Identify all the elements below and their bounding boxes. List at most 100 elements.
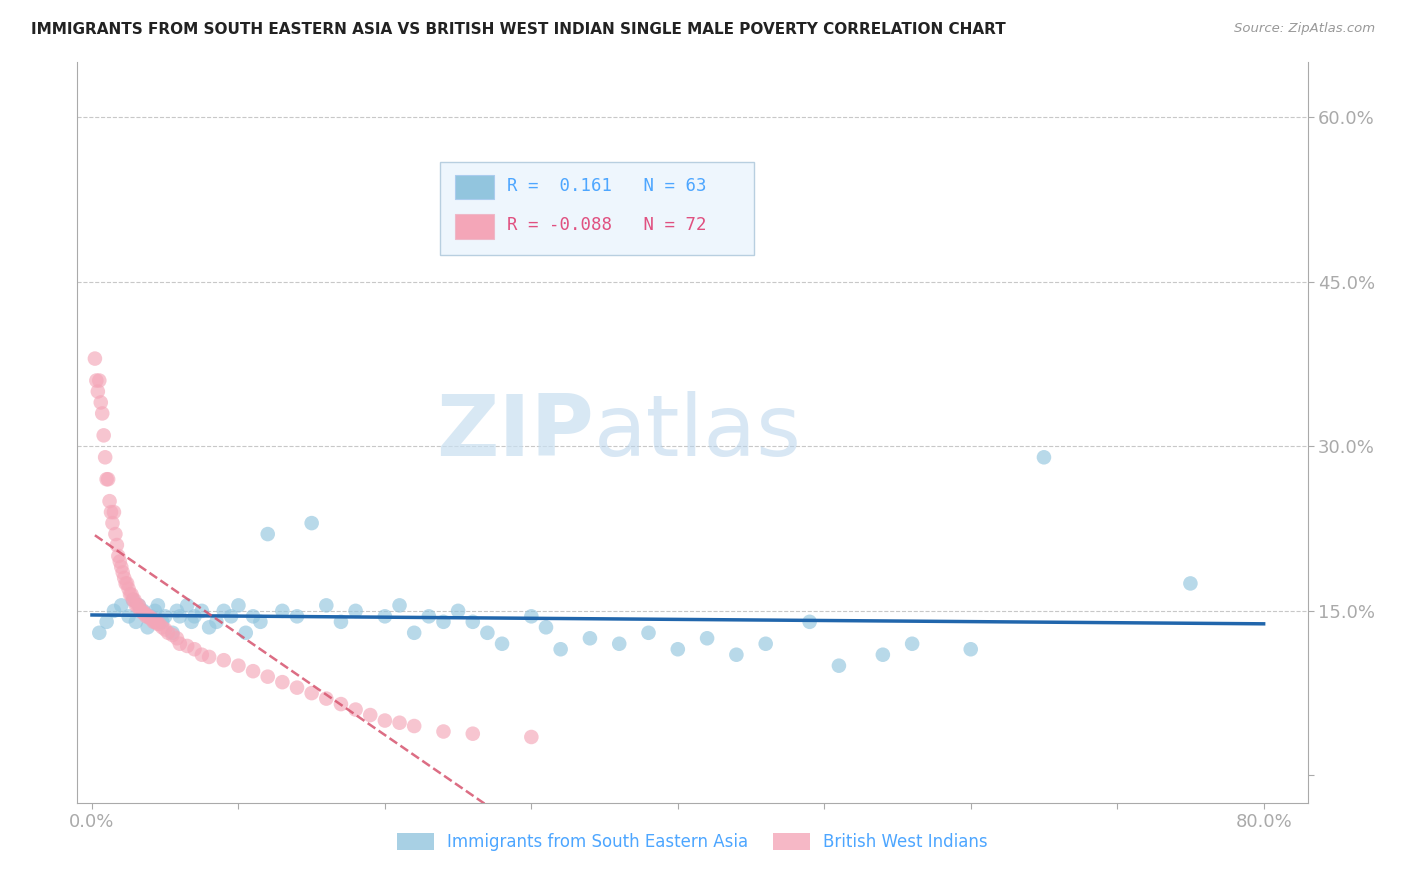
Point [330, 615, 353, 629]
Point [108, 554, 131, 568]
Point [212, 653, 235, 667]
Point [132, 606, 155, 620]
Text: atlas: atlas [595, 391, 801, 475]
Point [301, 516, 323, 530]
Legend: Immigrants from South Eastern Asia, British West Indians: Immigrants from South Eastern Asia, Brit… [391, 826, 994, 857]
Point [142, 615, 165, 629]
Point [101, 516, 124, 530]
Point [271, 675, 294, 690]
Point [191, 604, 214, 618]
Point [725, 648, 748, 662]
Point [146, 599, 169, 613]
Point [550, 642, 572, 657]
Point [183, 642, 205, 657]
Point [191, 648, 214, 662]
Point [432, 615, 454, 629]
Point [128, 599, 150, 613]
Point [461, 727, 484, 741]
Point [344, 604, 367, 618]
Point [110, 599, 132, 613]
Point [105, 538, 128, 552]
Point [166, 632, 188, 646]
Point [141, 611, 163, 625]
Point [146, 617, 169, 632]
Point [242, 664, 264, 678]
Point [100, 505, 122, 519]
Point [89, 374, 111, 388]
Point [104, 527, 127, 541]
Point [114, 576, 136, 591]
Point [143, 615, 166, 629]
Point [344, 702, 367, 716]
Point [249, 615, 271, 629]
Point [901, 637, 924, 651]
Point [87, 384, 110, 399]
Point [607, 637, 630, 651]
Point [477, 625, 499, 640]
Point [112, 571, 135, 585]
Text: R = -0.088   N = 72: R = -0.088 N = 72 [506, 217, 706, 235]
Point [153, 623, 177, 637]
FancyBboxPatch shape [456, 175, 495, 200]
Point [418, 609, 440, 624]
Point [799, 615, 821, 629]
Point [122, 593, 145, 607]
Text: Source: ZipAtlas.com: Source: ZipAtlas.com [1234, 22, 1375, 36]
Point [162, 628, 184, 642]
Point [198, 620, 221, 634]
Point [117, 609, 139, 624]
Point [374, 714, 396, 728]
Point [96, 615, 118, 629]
Point [404, 719, 426, 733]
Point [1033, 450, 1056, 465]
Point [131, 604, 153, 618]
Point [96, 472, 118, 486]
Point [169, 609, 191, 624]
Point [103, 604, 125, 618]
Point [150, 620, 173, 634]
Point [125, 615, 148, 629]
Point [125, 599, 148, 613]
Point [205, 615, 228, 629]
Point [359, 708, 381, 723]
Point [103, 505, 125, 519]
Point [872, 648, 894, 662]
Point [94, 450, 117, 465]
Point [520, 730, 543, 744]
Point [97, 472, 120, 486]
Point [271, 604, 294, 618]
Point [138, 609, 160, 624]
Point [117, 582, 139, 596]
Point [153, 609, 177, 624]
Point [755, 637, 778, 651]
Point [388, 599, 411, 613]
Point [666, 642, 689, 657]
Point [534, 620, 557, 634]
Point [134, 606, 156, 620]
Point [136, 609, 159, 624]
Point [148, 617, 170, 632]
Point [89, 625, 111, 640]
Point [176, 639, 198, 653]
Point [285, 681, 308, 695]
Point [404, 625, 426, 640]
Point [256, 670, 278, 684]
Point [330, 697, 353, 711]
Point [180, 615, 202, 629]
Point [162, 625, 184, 640]
Point [219, 609, 242, 624]
Point [176, 599, 198, 613]
Point [143, 604, 166, 618]
Point [111, 566, 134, 580]
Point [301, 686, 323, 700]
Point [110, 560, 132, 574]
Point [132, 604, 155, 618]
FancyBboxPatch shape [456, 214, 495, 239]
Point [374, 609, 396, 624]
Point [242, 609, 264, 624]
Point [122, 593, 145, 607]
Point [115, 576, 138, 591]
Point [127, 599, 149, 613]
Point [228, 658, 250, 673]
Point [228, 599, 250, 613]
